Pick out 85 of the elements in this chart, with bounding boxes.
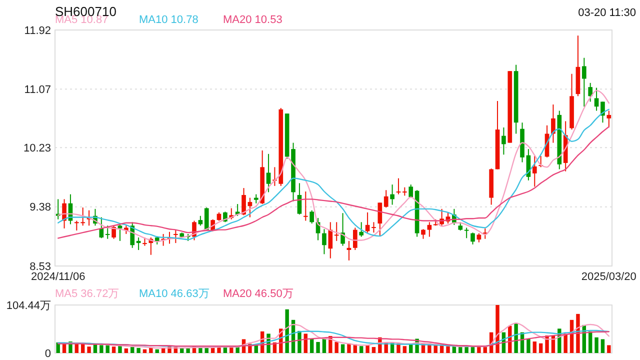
- candlestick: [551, 104, 556, 144]
- bar: [186, 348, 190, 353]
- bar: [538, 343, 543, 353]
- candlestick: [322, 228, 326, 255]
- bar: [359, 346, 364, 353]
- candlestick: [588, 82, 593, 102]
- bar: [594, 337, 598, 353]
- candlestick: [310, 210, 314, 224]
- y-tick-label: 9.38: [30, 202, 51, 214]
- text: MA5 36.72万: [55, 288, 120, 300]
- bar: [483, 347, 487, 353]
- bar: [124, 348, 128, 353]
- bar: [136, 348, 140, 353]
- text: MA20 46.50万: [223, 288, 294, 300]
- candlestick: [408, 184, 414, 198]
- bar: [458, 347, 462, 353]
- bar: [477, 346, 481, 353]
- bar: [532, 342, 536, 353]
- y-tick-label: 10.23: [23, 142, 51, 154]
- candlestick: [464, 227, 469, 239]
- candlestick: [427, 222, 432, 238]
- candlestick: [390, 184, 394, 206]
- candlestick: [421, 228, 426, 240]
- candlestick: [334, 222, 339, 242]
- candlestick: [359, 222, 364, 238]
- bar: [198, 348, 202, 353]
- bar: [180, 348, 184, 353]
- bar: [106, 345, 110, 353]
- candlestick: [476, 232, 482, 243]
- candlestick: [105, 225, 110, 240]
- bar: [347, 343, 351, 353]
- candlestick: [502, 126, 506, 156]
- candlestick: [582, 57, 586, 108]
- bar: [464, 347, 468, 353]
- bar: [316, 342, 320, 353]
- bar: [322, 338, 326, 353]
- y-tick-label: 11.07: [24, 84, 51, 96]
- bar: [526, 338, 530, 353]
- candlestick: [328, 222, 333, 259]
- candlestick: [303, 191, 308, 222]
- candlestick: [372, 222, 376, 234]
- bar: [496, 305, 500, 353]
- candlestick: [340, 212, 345, 246]
- candlestick: [470, 232, 475, 245]
- y-tick-label: 8.53: [30, 260, 51, 273]
- bar: [600, 339, 605, 353]
- x-tick-label: 2024/11/06: [30, 271, 86, 283]
- bar: [149, 348, 153, 353]
- bar: [310, 338, 314, 353]
- x-tick-label: 2025/03/20: [581, 271, 636, 283]
- candlestick: [532, 156, 537, 188]
- text: MA20 10.53: [223, 14, 282, 26]
- bar: [161, 348, 166, 353]
- text: MA10 10.78: [139, 14, 198, 26]
- bar: [100, 345, 104, 353]
- bar: [372, 347, 376, 353]
- candlestick: [396, 178, 401, 195]
- y-tick-label: 11.92: [24, 24, 51, 37]
- bar: [607, 345, 611, 353]
- candlestick: [254, 194, 258, 204]
- chart-subtitle: 03-20 11:30: [578, 7, 636, 19]
- bar: [340, 344, 345, 353]
- bar: [112, 346, 116, 353]
- text: MA10 46.63万: [139, 288, 210, 300]
- bar: [217, 347, 221, 353]
- candlestick: [118, 224, 122, 242]
- y-tick-label: 104.44万: [6, 300, 51, 312]
- bar: [285, 309, 289, 353]
- candlestick: [352, 227, 358, 250]
- candlestick: [112, 225, 116, 240]
- candlestick: [174, 229, 178, 244]
- candlestick: [594, 87, 599, 112]
- bar: [210, 348, 215, 353]
- candlestick: [384, 190, 388, 208]
- bar: [470, 347, 475, 353]
- candlestick: [600, 101, 605, 124]
- candlestick: [266, 153, 271, 193]
- candlestick: [606, 110, 612, 128]
- bar: [564, 334, 568, 353]
- y-tick-label: 0: [44, 348, 51, 360]
- bar: [87, 346, 91, 353]
- bar: [446, 346, 450, 353]
- bar: [402, 346, 407, 353]
- bar: [334, 342, 338, 353]
- candlestick: [242, 188, 246, 216]
